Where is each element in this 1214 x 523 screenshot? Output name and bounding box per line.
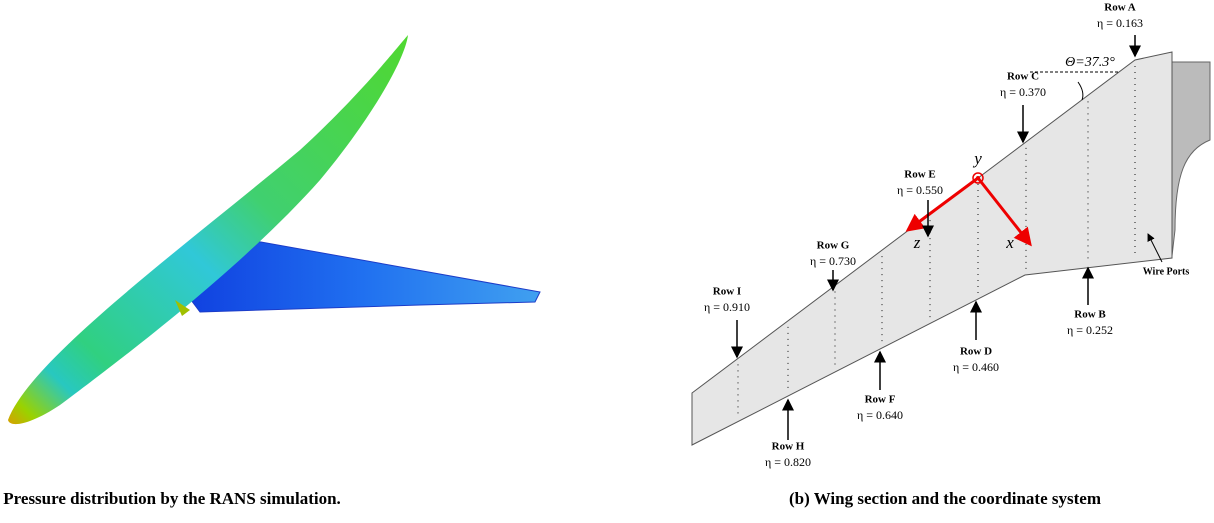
row-eta: η = 0.730 [810,254,856,268]
row-eta: η = 0.820 [765,455,811,469]
row-name: Row C [1007,71,1039,83]
row-name: Row I [713,286,741,298]
row-name: Row F [865,394,896,406]
row-eta: η = 0.163 [1097,16,1143,30]
figure: (a) Pressure distribution by the RANS si… [0,0,1214,523]
wing-diagram [692,52,1210,445]
row-eta: η = 0.370 [1000,85,1046,99]
row-eta: η = 0.550 [897,183,943,197]
axis-label: y [972,149,982,168]
caption: (a) Pressure distribution by the RANS si… [0,489,341,508]
row-name: Row D [960,346,992,358]
axis-label: z [913,233,921,252]
row-eta: η = 0.252 [1067,323,1113,337]
wire-ports-label: Wire Ports [1143,266,1190,277]
row-eta: η = 0.640 [857,408,903,422]
row-name: Row H [772,441,805,453]
axis-label: x [1005,233,1014,252]
aircraft-render [8,35,540,424]
row-name: Row E [904,169,935,181]
row-name: Row B [1074,309,1106,321]
row-name: Row G [817,240,850,252]
row-eta: η = 0.910 [704,300,750,314]
row-eta: η = 0.460 [953,360,999,374]
row-name: Row A [1104,2,1136,14]
sweep-angle: Θ=37.3° [1065,55,1115,70]
caption: (b) Wing section and the coordinate syst… [789,489,1101,508]
